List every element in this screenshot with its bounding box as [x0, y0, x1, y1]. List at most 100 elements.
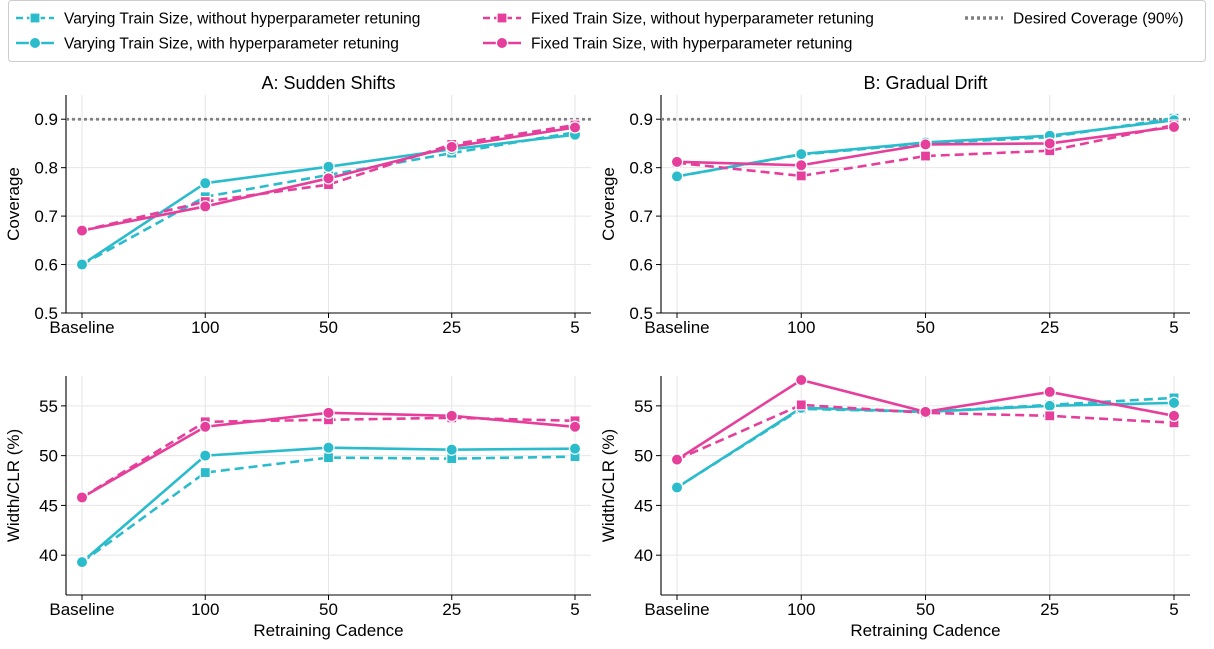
legend-label: Fixed Train Size, without hyperparameter… — [531, 11, 874, 28]
x-axis-label: Retraining Cadence — [850, 621, 1000, 640]
x-tick-label: 50 — [319, 318, 338, 337]
data-point — [795, 399, 807, 411]
x-tick-label: 25 — [442, 600, 461, 619]
x-tick-label: Baseline — [49, 318, 114, 337]
x-tick-label: 100 — [787, 600, 815, 619]
panel-title: A: Sudden Shifts — [261, 73, 395, 93]
chart-panel: 0.5 0.6 0.7 0.8 0.9 Baseline 100 50 25 5 A: Sudden… — [4, 73, 591, 337]
data-point — [919, 138, 932, 151]
chart-panel: 40 45 50 55 Baseline 100 50 25 5 Width/CLR (%) Ret… — [4, 376, 591, 640]
data-point — [445, 443, 458, 456]
data-point — [75, 555, 89, 569]
y-tick-label: 45 — [634, 496, 653, 515]
x-tick-label: 100 — [787, 318, 815, 337]
data-point — [670, 155, 684, 169]
data-point — [322, 441, 335, 454]
data-point — [199, 176, 212, 190]
x-tick-label: 5 — [570, 318, 579, 337]
x-tick-label: 50 — [916, 600, 935, 619]
y-axis-label: Coverage — [599, 167, 618, 241]
data-point — [445, 409, 458, 423]
data-point — [1167, 120, 1181, 134]
data-point — [322, 160, 335, 173]
data-point — [795, 147, 808, 161]
x-tick-label: 5 — [1169, 318, 1178, 337]
data-point — [1043, 399, 1056, 413]
y-tick-label: 0.6 — [34, 256, 58, 275]
legend: Varying Train Size, without hyperparamet… — [8, 0, 1206, 62]
x-tick-label: Baseline — [644, 318, 709, 337]
y-tick-label: 0.5 — [34, 304, 58, 323]
y-tick-label: 50 — [39, 447, 58, 466]
data-point — [670, 453, 684, 466]
y-tick-label: 0.6 — [629, 256, 653, 275]
data-point — [199, 466, 211, 479]
data-point — [568, 121, 582, 134]
legend-entry: Varying Train Size, without hyperparamet… — [16, 11, 420, 28]
data-point — [568, 420, 582, 433]
data-point — [322, 452, 335, 464]
data-point — [919, 405, 932, 419]
x-tick-label: Baseline — [49, 600, 114, 619]
y-axis-label: Coverage — [4, 167, 23, 241]
legend-marker — [28, 36, 42, 50]
data-point — [322, 406, 335, 420]
data-point — [199, 420, 212, 433]
y-tick-label: 0.9 — [34, 110, 58, 129]
legend-entry: Fixed Train Size, without hyperparameter… — [483, 11, 874, 28]
y-tick-label: 0.8 — [629, 159, 653, 178]
legend-label: Varying Train Size, without hyperparamet… — [64, 11, 420, 28]
y-tick-label: 50 — [634, 447, 653, 466]
y-tick-label: 0.8 — [34, 159, 58, 178]
y-tick-label: 0.7 — [34, 207, 58, 226]
x-tick-label: 100 — [191, 600, 219, 619]
data-point — [1167, 409, 1181, 423]
series-line — [81, 455, 576, 564]
x-tick-label: Baseline — [644, 600, 709, 619]
data-point — [199, 449, 212, 462]
y-tick-label: 40 — [39, 546, 58, 565]
data-point — [445, 140, 458, 154]
legend-entry: Varying Train Size, with hyperparameter … — [16, 36, 399, 53]
data-point — [199, 200, 212, 213]
legend-entry: Fixed Train Size, with hyperparameter re… — [483, 36, 852, 53]
x-tick-label: 25 — [442, 318, 461, 337]
y-axis-label: Width/CLR (%) — [599, 429, 618, 542]
series-line — [81, 123, 576, 232]
chart-panel: 40 45 50 55 Baseline 100 50 25 5 Width/CLR (%) Ret… — [599, 373, 1190, 640]
y-tick-label: 40 — [634, 546, 653, 565]
y-tick-label: 0.7 — [629, 207, 653, 226]
data-point — [795, 170, 807, 182]
data-point — [670, 481, 684, 494]
x-tick-label: 25 — [1040, 318, 1059, 337]
x-tick-label: 5 — [1169, 600, 1178, 619]
legend-label: Desired Coverage (90%) — [1013, 11, 1184, 28]
data-point — [795, 373, 808, 387]
x-tick-label: 25 — [1040, 600, 1059, 619]
x-tick-label: 5 — [570, 600, 579, 619]
data-point — [75, 491, 89, 504]
y-tick-label: 55 — [634, 397, 653, 416]
data-point — [670, 170, 684, 183]
data-point — [568, 442, 582, 455]
chart-panel: 0.5 0.6 0.7 0.8 0.9 Baseline 100 50 25 5 B: Gradua… — [599, 73, 1190, 337]
legend-label: Varying Train Size, with hyperparameter … — [64, 36, 399, 53]
data-point — [75, 258, 89, 271]
y-tick-label: 45 — [39, 496, 58, 515]
panel-title: B: Gradual Drift — [863, 73, 987, 93]
data-point — [1167, 396, 1181, 410]
data-point — [1043, 385, 1056, 399]
y-tick-label: 0.5 — [629, 304, 653, 323]
legend-label: Fixed Train Size, with hyperparameter re… — [531, 36, 852, 53]
x-tick-label: 50 — [916, 318, 935, 337]
data-point — [1043, 137, 1056, 150]
data-point — [795, 159, 808, 172]
legend-marker — [495, 36, 509, 50]
y-axis-label: Width/CLR (%) — [4, 429, 23, 542]
legend-marker — [29, 12, 41, 24]
data-point — [75, 224, 89, 237]
legend-marker — [496, 12, 508, 24]
y-tick-label: 0.9 — [629, 110, 653, 129]
